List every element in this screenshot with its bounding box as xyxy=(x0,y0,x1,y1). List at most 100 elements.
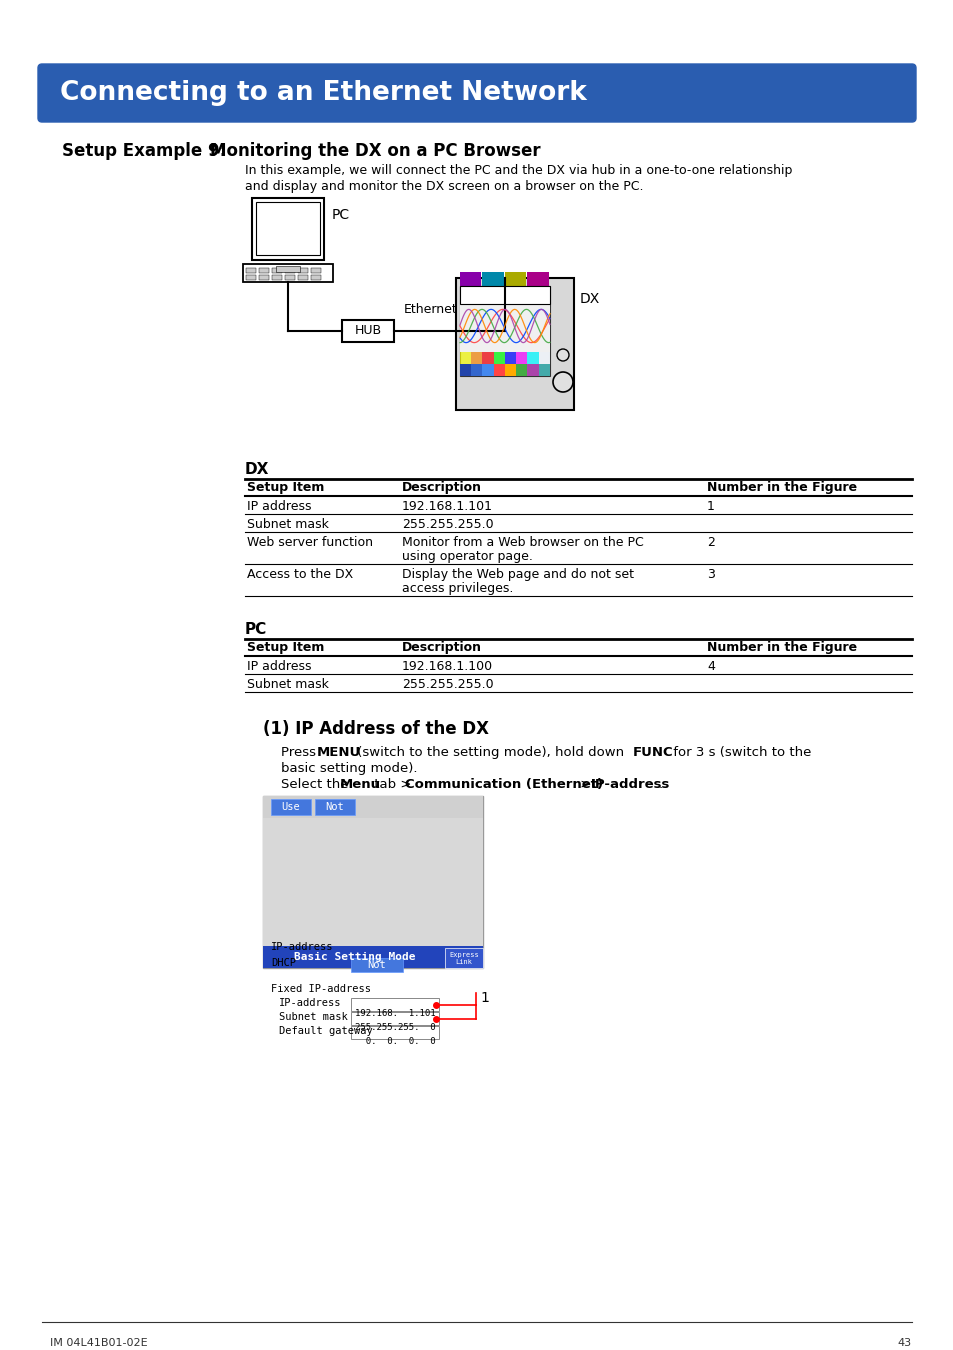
Bar xyxy=(258,269,269,273)
Text: Monitor from a Web browser on the PC: Monitor from a Web browser on the PC xyxy=(401,536,643,549)
Text: for 3 s (switch to the: for 3 s (switch to the xyxy=(668,747,810,759)
Text: Express
Link: Express Link xyxy=(449,952,478,964)
Text: .: . xyxy=(659,778,662,791)
Bar xyxy=(459,286,481,300)
Bar xyxy=(272,275,282,279)
Bar xyxy=(527,352,538,365)
Bar xyxy=(482,271,503,286)
Text: Not: Not xyxy=(325,802,344,811)
Bar xyxy=(311,269,320,273)
Bar xyxy=(272,269,282,273)
Text: IM 04L41B01-02E: IM 04L41B01-02E xyxy=(50,1338,148,1349)
Text: 4: 4 xyxy=(706,660,714,674)
Bar xyxy=(252,198,324,261)
Bar xyxy=(538,352,550,365)
Bar xyxy=(494,352,504,365)
Text: Press: Press xyxy=(281,747,320,759)
Bar xyxy=(258,275,269,279)
Text: 0.  0.  0.  0: 0. 0. 0. 0 xyxy=(355,1037,436,1046)
Bar xyxy=(527,364,538,377)
Text: Description: Description xyxy=(401,481,481,494)
Bar xyxy=(263,818,482,946)
Bar xyxy=(351,958,402,972)
Bar xyxy=(538,364,550,377)
Bar xyxy=(246,269,255,273)
Bar xyxy=(459,352,471,365)
Bar xyxy=(314,799,355,815)
FancyBboxPatch shape xyxy=(38,63,915,122)
Bar xyxy=(444,948,482,968)
Bar xyxy=(275,266,299,271)
Bar xyxy=(459,271,481,286)
Text: MENU: MENU xyxy=(316,747,361,759)
Text: 43: 43 xyxy=(897,1338,911,1349)
Text: IP-address: IP-address xyxy=(271,942,334,952)
Bar xyxy=(263,796,482,818)
Bar xyxy=(527,271,548,286)
Text: tab >: tab > xyxy=(370,778,416,791)
Bar xyxy=(471,352,482,365)
Text: DX: DX xyxy=(245,462,269,477)
Text: Number in the Figure: Number in the Figure xyxy=(706,641,856,653)
Text: access privileges.: access privileges. xyxy=(401,582,513,595)
Text: IP address: IP address xyxy=(247,500,312,513)
Text: IP-address: IP-address xyxy=(590,778,670,791)
Circle shape xyxy=(553,373,573,391)
Bar xyxy=(456,278,574,410)
Text: IP-address: IP-address xyxy=(278,998,341,1008)
Text: Fixed IP-address: Fixed IP-address xyxy=(271,984,371,994)
Bar xyxy=(459,286,550,377)
Text: Setup Example 9:: Setup Example 9: xyxy=(62,142,232,161)
Text: Connecting to an Ethernet Network: Connecting to an Ethernet Network xyxy=(60,80,586,107)
Text: Menu: Menu xyxy=(339,778,381,791)
Bar xyxy=(482,286,503,300)
Bar xyxy=(351,1012,438,1025)
Text: >: > xyxy=(576,778,595,791)
Text: 2: 2 xyxy=(706,536,714,549)
Text: 255.255.255.0: 255.255.255.0 xyxy=(401,518,493,531)
Text: (switch to the setting mode), hold down: (switch to the setting mode), hold down xyxy=(353,747,628,759)
Bar xyxy=(243,265,333,282)
Text: 3: 3 xyxy=(706,568,714,580)
Text: Subnet mask: Subnet mask xyxy=(247,678,329,691)
Text: Monitoring the DX on a PC Browser: Monitoring the DX on a PC Browser xyxy=(210,142,540,161)
Bar xyxy=(341,320,394,342)
Text: FUNC: FUNC xyxy=(633,747,673,759)
Text: Web server function: Web server function xyxy=(247,536,373,549)
Text: In this example, we will connect the PC and the DX via hub in a one-to-one relat: In this example, we will connect the PC … xyxy=(245,163,792,177)
Bar xyxy=(494,364,504,377)
Text: IP address: IP address xyxy=(247,660,312,674)
Text: Access to the DX: Access to the DX xyxy=(247,568,353,580)
Bar xyxy=(504,271,526,286)
Text: basic setting mode).: basic setting mode). xyxy=(281,761,417,775)
Text: Basic Setting Mode: Basic Setting Mode xyxy=(294,952,416,963)
Text: 1: 1 xyxy=(706,500,714,513)
Text: Default gateway: Default gateway xyxy=(278,1026,373,1035)
Bar xyxy=(311,275,320,279)
Bar xyxy=(271,799,311,815)
Text: PC: PC xyxy=(332,208,350,221)
Bar xyxy=(285,269,294,273)
Text: 192.168.  1.101: 192.168. 1.101 xyxy=(355,1008,436,1018)
Text: Select the: Select the xyxy=(281,778,353,791)
Text: Display the Web page and do not set: Display the Web page and do not set xyxy=(401,568,634,580)
Bar xyxy=(255,202,319,255)
Bar xyxy=(504,286,526,300)
Bar xyxy=(263,946,482,968)
Bar xyxy=(482,352,494,365)
Text: 1: 1 xyxy=(479,991,488,1006)
Text: Not: Not xyxy=(367,960,386,971)
Text: Communication (Ethernet): Communication (Ethernet) xyxy=(405,778,602,791)
Text: 192.168.1.101: 192.168.1.101 xyxy=(401,500,493,513)
Bar xyxy=(459,364,471,377)
Text: and display and monitor the DX screen on a browser on the PC.: and display and monitor the DX screen on… xyxy=(245,180,643,193)
Text: using operator page.: using operator page. xyxy=(401,549,533,563)
Text: (1) IP Address of the DX: (1) IP Address of the DX xyxy=(263,720,489,738)
Bar xyxy=(246,275,255,279)
Circle shape xyxy=(557,350,568,360)
Text: DX: DX xyxy=(579,292,599,306)
Text: Ethernet: Ethernet xyxy=(403,302,457,316)
Bar xyxy=(504,364,516,377)
Bar xyxy=(351,1026,438,1040)
Bar xyxy=(297,269,308,273)
